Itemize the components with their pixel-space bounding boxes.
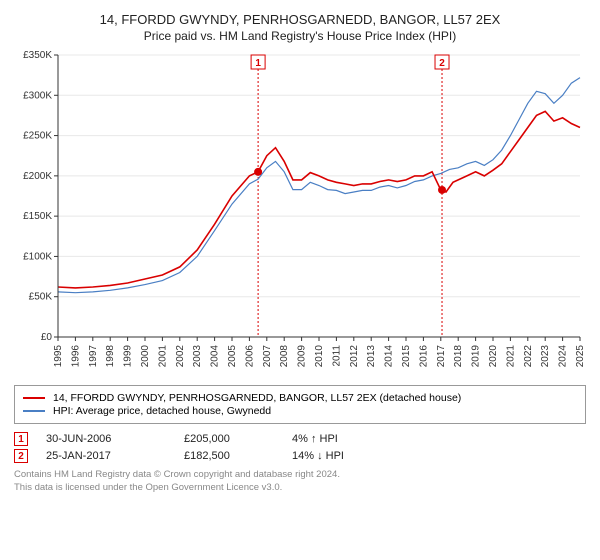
svg-text:2005: 2005 [227, 345, 238, 368]
svg-text:1997: 1997 [88, 345, 99, 368]
svg-text:1998: 1998 [105, 345, 116, 368]
svg-text:2014: 2014 [384, 345, 395, 368]
footer-line-2: This data is licensed under the Open Gov… [14, 482, 586, 495]
chart-area: £0 £50K £100K £150K £200K £250K £300K £350K 1 2 19… [14, 49, 586, 379]
line-chart-svg: £0 £50K £100K £150K £200K £250K £300K £350K 1 2 19… [14, 49, 586, 379]
row-date: 30-JUN-2006 [46, 433, 166, 445]
svg-text:£0: £0 [41, 332, 53, 343]
svg-text:2017: 2017 [436, 345, 447, 368]
table-row: 1 30-JUN-2006 £205,000 4% ↑ HPI [14, 432, 586, 446]
svg-text:2012: 2012 [349, 345, 360, 368]
svg-text:2024: 2024 [558, 345, 569, 368]
legend-item-blue: HPI: Average price, detached house, Gwyn… [23, 405, 577, 417]
svg-text:1996: 1996 [70, 345, 81, 368]
svg-text:2015: 2015 [401, 345, 412, 368]
svg-text:2001: 2001 [157, 345, 168, 368]
svg-text:£200K: £200K [23, 171, 52, 182]
svg-text:2002: 2002 [175, 345, 186, 368]
svg-text:2000: 2000 [140, 345, 151, 368]
svg-text:2010: 2010 [314, 345, 325, 368]
legend: 14, FFORDD GWYNDY, PENRHOSGARNEDD, BANGO… [14, 385, 586, 424]
row-date: 25-JAN-2017 [46, 450, 166, 462]
table-row: 2 25-JAN-2017 £182,500 14% ↓ HPI [14, 449, 586, 463]
svg-text:2022: 2022 [523, 345, 534, 368]
svg-text:1: 1 [255, 58, 261, 69]
chart-subtitle: Price paid vs. HM Land Registry's House … [14, 29, 586, 43]
svg-text:2019: 2019 [471, 345, 482, 368]
footer-attribution: Contains HM Land Registry data © Crown c… [14, 469, 586, 495]
legend-item-red: 14, FFORDD GWYNDY, PENRHOSGARNEDD, BANGO… [23, 392, 577, 404]
svg-text:£250K: £250K [23, 131, 52, 142]
svg-text:1995: 1995 [53, 345, 64, 368]
row-index-box: 1 [14, 432, 28, 446]
legend-swatch-red [23, 397, 45, 399]
row-pct: 4% ↑ HPI [292, 433, 402, 445]
svg-text:2021: 2021 [505, 345, 516, 368]
legend-label-red: 14, FFORDD GWYNDY, PENRHOSGARNEDD, BANGO… [53, 392, 461, 404]
row-price: £182,500 [184, 450, 274, 462]
svg-text:£350K: £350K [23, 50, 52, 61]
svg-text:2023: 2023 [540, 345, 551, 368]
svg-text:£50K: £50K [29, 292, 53, 303]
svg-text:£150K: £150K [23, 211, 52, 222]
svg-text:2007: 2007 [262, 345, 273, 368]
legend-swatch-blue [23, 410, 45, 412]
svg-text:1999: 1999 [123, 345, 134, 368]
svg-text:2011: 2011 [331, 345, 342, 367]
transactions-table: 1 30-JUN-2006 £205,000 4% ↑ HPI 2 25-JAN… [14, 432, 586, 463]
row-price: £205,000 [184, 433, 274, 445]
row-pct: 14% ↓ HPI [292, 450, 402, 462]
svg-text:2008: 2008 [279, 345, 290, 368]
svg-text:2025: 2025 [575, 345, 586, 368]
svg-text:2018: 2018 [453, 345, 464, 368]
svg-text:2020: 2020 [488, 345, 499, 368]
chart-title: 14, FFORDD GWYNDY, PENRHOSGARNEDD, BANGO… [14, 12, 586, 27]
legend-label-blue: HPI: Average price, detached house, Gwyn… [53, 405, 271, 417]
svg-text:2004: 2004 [210, 345, 221, 368]
svg-text:£300K: £300K [23, 90, 52, 101]
svg-text:2: 2 [439, 58, 445, 69]
svg-text:2009: 2009 [297, 345, 308, 368]
svg-text:£100K: £100K [23, 251, 52, 262]
svg-text:2013: 2013 [366, 345, 377, 368]
svg-text:2016: 2016 [418, 345, 429, 368]
svg-text:2003: 2003 [192, 345, 203, 368]
svg-text:2006: 2006 [244, 345, 255, 368]
footer-line-1: Contains HM Land Registry data © Crown c… [14, 469, 586, 482]
row-index-box: 2 [14, 449, 28, 463]
